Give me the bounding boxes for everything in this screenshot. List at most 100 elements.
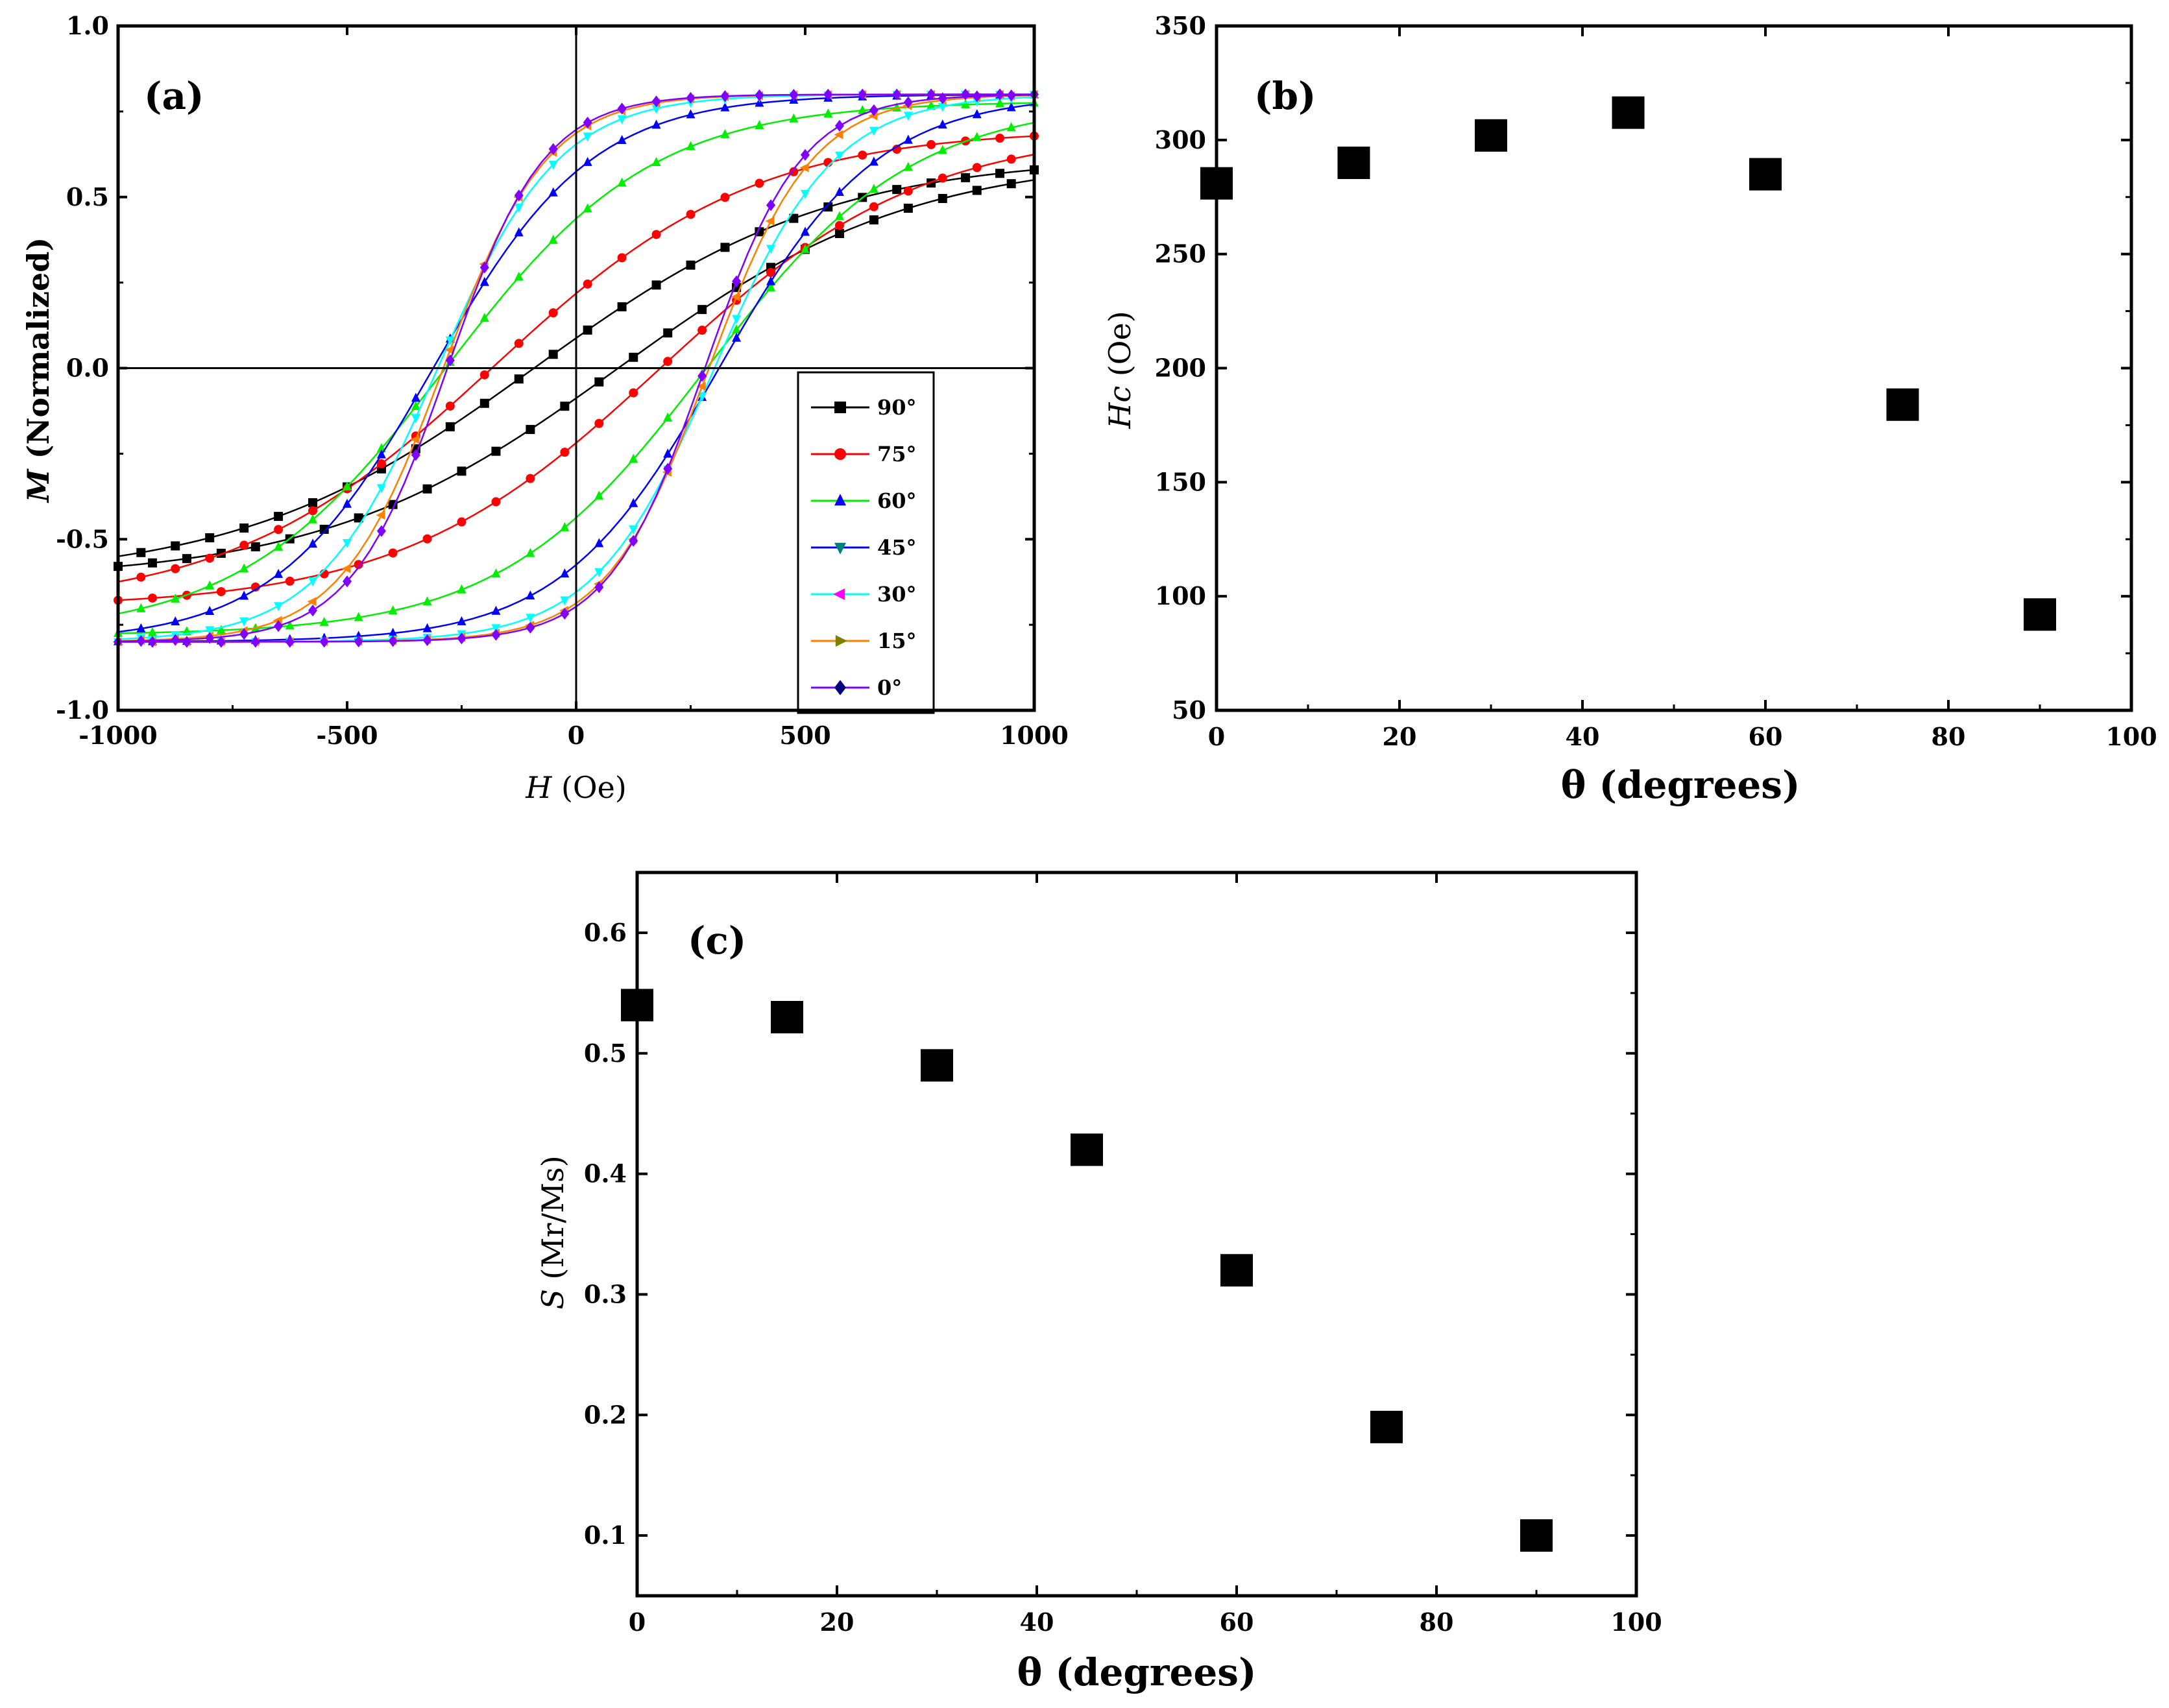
a-data-point [766, 276, 776, 285]
a-data-point [686, 260, 696, 270]
a-legend-marker [834, 542, 846, 555]
a-data-point [686, 109, 696, 119]
a-data-point [250, 582, 260, 592]
a-data-point [388, 548, 398, 558]
a-legend-marker [833, 588, 845, 600]
a-data-point [938, 102, 947, 112]
a-data-point [1006, 89, 1016, 102]
a-data-point [526, 474, 535, 483]
b-data-point [2024, 598, 2056, 631]
a-data-point [491, 624, 501, 634]
a-data-point [801, 149, 810, 161]
a-data-point [319, 524, 329, 534]
c-y-axis-title: S (Mr/Ms) [535, 1155, 570, 1309]
b-y-tick-label: 150 [1155, 467, 1206, 496]
a-data-point [308, 577, 318, 587]
a-data-point [686, 210, 696, 219]
a-y-axis-title-symbol: M [21, 468, 56, 503]
a-data-point [663, 463, 673, 475]
a-data-point [205, 606, 215, 616]
c-x-tick-label: 0 [629, 1607, 646, 1637]
a-data-point [834, 221, 844, 230]
a-data-point [479, 398, 489, 408]
a-data-point [594, 568, 604, 577]
a-data-point [617, 102, 627, 115]
a-data-point [972, 132, 982, 141]
a-data-point [548, 143, 558, 155]
a-data-point [445, 354, 455, 367]
c-data-points [621, 989, 1553, 1552]
a-data-point [147, 558, 157, 568]
a-data-point [239, 540, 249, 550]
b-y-tick-label: 250 [1155, 239, 1206, 269]
a-data-point [938, 193, 947, 203]
a-data-point [560, 402, 570, 411]
a-data-point [972, 90, 982, 102]
a-data-point [136, 634, 146, 647]
a-data-point [343, 575, 352, 588]
a-legend-marker [834, 494, 846, 506]
a-legend-label: 90° [877, 395, 917, 420]
c-y-tick-label: 0.6 [584, 918, 627, 947]
a-x-axis-title-symbol: H [525, 770, 552, 805]
a-data-point [651, 104, 661, 114]
a-data-point [422, 534, 432, 544]
a-data-point [583, 279, 592, 289]
a-data-point [285, 576, 295, 586]
a-data-point [869, 184, 879, 193]
a-data-point [972, 186, 982, 195]
a-data-point [766, 268, 776, 278]
a-legend-label: 75° [877, 442, 917, 466]
a-data-point [457, 517, 467, 527]
a-data-point [697, 326, 707, 335]
a-data-point [526, 614, 535, 623]
a-data-point [343, 498, 352, 508]
a-data-point [343, 481, 352, 490]
a-data-point [411, 449, 420, 461]
a-data-point [789, 167, 799, 176]
a-data-point [938, 145, 947, 154]
a-data-point [583, 325, 592, 335]
a-data-point [869, 104, 879, 116]
a-data-point [720, 102, 730, 112]
a-data-point [560, 607, 570, 620]
panel-a-hysteresis-chart: -1000 -500 0 500 1000 -1.0 -0.5 0.0 0.5 1.0 (a) H… [21, 11, 1069, 805]
a-data-point [903, 162, 913, 171]
a-data-point [834, 151, 844, 161]
a-data-point [457, 584, 467, 594]
a-data-point [376, 459, 386, 468]
a-data-point [341, 564, 351, 573]
a-y-axis-title-unit: (Normalized) [21, 237, 56, 470]
a-data-point [216, 587, 226, 597]
a-data-point [514, 189, 524, 202]
a-data-point [834, 119, 844, 132]
a-data-point [354, 635, 363, 647]
c-plot-frame [635, 871, 1638, 1598]
a-legend-marker [834, 680, 846, 695]
a-data-point [205, 626, 215, 636]
b-x-tick-label: 40 [1566, 722, 1600, 751]
b-data-point [1475, 119, 1507, 152]
a-y-axis-title: M (Normalized) [21, 237, 56, 503]
a-data-point [182, 554, 191, 564]
a-data-point [479, 313, 489, 322]
a-data-point [1006, 179, 1016, 189]
a-data-point [548, 160, 558, 170]
a-data-point [239, 628, 249, 640]
a-data-point [732, 332, 742, 342]
a-legend: 90° 75° 60° 45° 30° 15° 0° [797, 371, 935, 714]
a-data-point [594, 490, 604, 500]
a-data-point [903, 186, 913, 196]
a-data-point [629, 498, 638, 507]
a-data-point [250, 542, 260, 551]
b-x-axis-title: θ (degrees) [1561, 763, 1800, 807]
b-y-tick-label: 50 [1172, 695, 1206, 725]
a-data-point [938, 119, 947, 129]
a-data-point [765, 216, 775, 226]
a-data-point [651, 230, 661, 239]
a-data-point [1006, 102, 1016, 112]
b-y-axis-title-symbol: Hc [1102, 386, 1137, 429]
a-data-point [308, 605, 318, 617]
a-data-point [308, 538, 318, 548]
a-data-point [617, 135, 627, 145]
